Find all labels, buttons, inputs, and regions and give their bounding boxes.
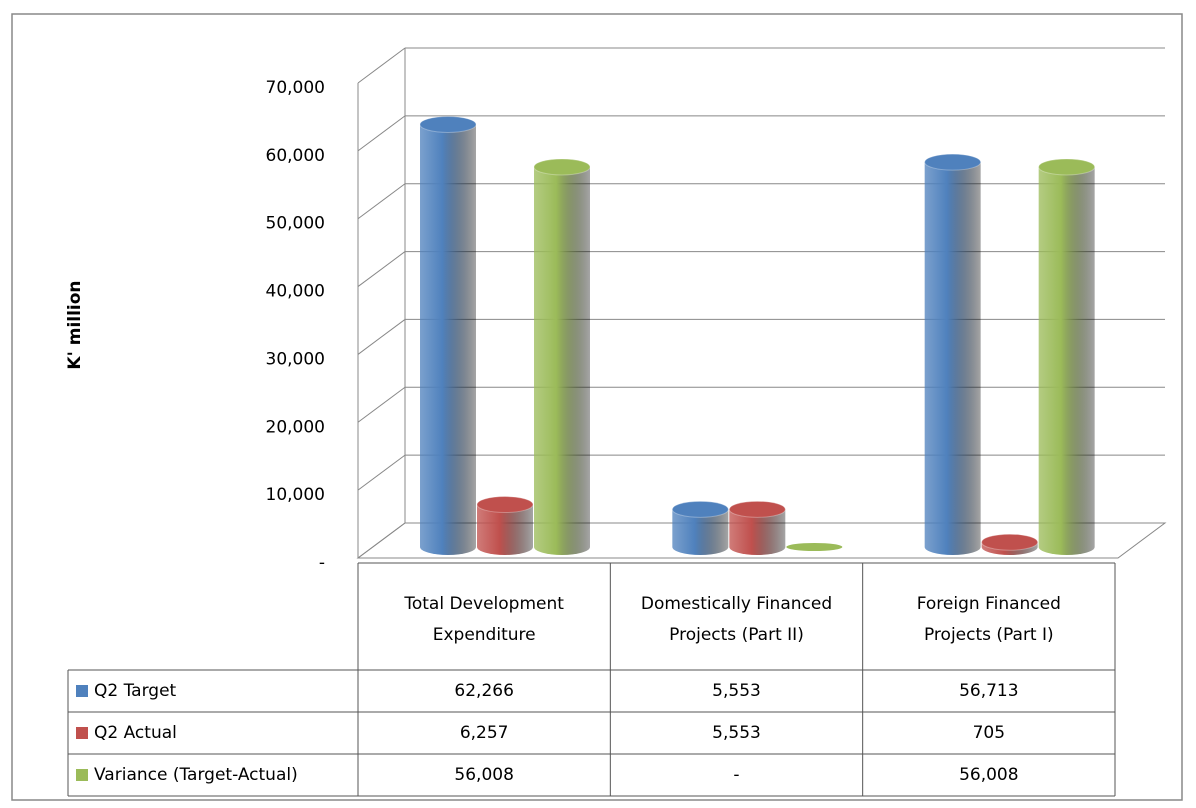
cylinder — [671, 500, 729, 555]
table-value: 56,008 — [959, 765, 1018, 785]
table-value: 5,553 — [712, 723, 761, 743]
category-label: Domestically Financed Projects (Part II) — [640, 593, 833, 645]
category-label: Foreign Financed Projects (Part I) — [916, 593, 1061, 645]
y-tick-label: 40,000 — [266, 282, 325, 302]
cylinder — [1038, 158, 1096, 555]
y-tick-label: 20,000 — [266, 417, 325, 437]
grid-line-side — [357, 522, 406, 559]
table-value: 6,257 — [460, 723, 509, 743]
cylinder — [728, 500, 786, 555]
grid-line-side — [357, 386, 406, 423]
table-value: - — [733, 765, 739, 785]
grid-line-side — [357, 251, 406, 287]
cylinder — [924, 153, 982, 555]
grid-line-side — [357, 454, 406, 491]
y-tick-label: 30,000 — [266, 349, 325, 369]
grid-line-side — [357, 115, 406, 152]
table-value: 56,008 — [454, 765, 513, 785]
cylinder — [419, 115, 477, 555]
cylinder-top — [786, 543, 843, 551]
y-tick-label: 60,000 — [266, 146, 325, 166]
cylinder-body — [420, 124, 476, 555]
y-axis-title: K' million — [65, 280, 85, 369]
cylinder-body — [477, 504, 533, 555]
cylinder-top — [728, 500, 786, 518]
y-tick-label: 70,000 — [266, 78, 325, 98]
table-value: 705 — [973, 723, 1005, 743]
cylinder-top — [671, 500, 729, 518]
cylinder — [476, 496, 534, 555]
category-label: Total Development Expenditure — [404, 593, 564, 645]
cylinder-body — [672, 509, 729, 555]
cylinder-top — [476, 496, 534, 514]
chart-border — [11, 13, 1183, 801]
table-value: 5,553 — [712, 681, 761, 701]
grid-line-side — [357, 319, 406, 355]
grid-line-side — [357, 47, 406, 84]
cylinder-top — [419, 115, 477, 133]
legend-key — [76, 685, 88, 697]
y-tick-label: 10,000 — [266, 485, 325, 505]
legend-label: Q2 Target — [94, 681, 177, 701]
y-tick-label: - — [319, 553, 325, 573]
legend-label: Q2 Actual — [94, 723, 177, 743]
cylinder-top — [1038, 158, 1096, 176]
table-value: 56,713 — [959, 681, 1018, 701]
cylinder — [981, 533, 1039, 555]
cylinder — [786, 543, 843, 551]
cylinder-body — [1038, 166, 1095, 555]
cylinder-top — [533, 158, 591, 176]
legend-key — [76, 727, 88, 739]
cylinder-body — [924, 162, 981, 555]
cylinder-body — [534, 166, 590, 555]
y-tick-label: 50,000 — [266, 214, 325, 234]
cylinder-top — [981, 533, 1039, 551]
cylinder-top — [924, 153, 982, 171]
cylinder-body — [729, 509, 786, 555]
legend-label: Variance (Target-Actual) — [94, 765, 298, 785]
table-value: 62,266 — [454, 681, 513, 701]
cylinder — [533, 158, 591, 555]
legend-key — [76, 769, 88, 781]
grid-line-side — [357, 183, 406, 220]
